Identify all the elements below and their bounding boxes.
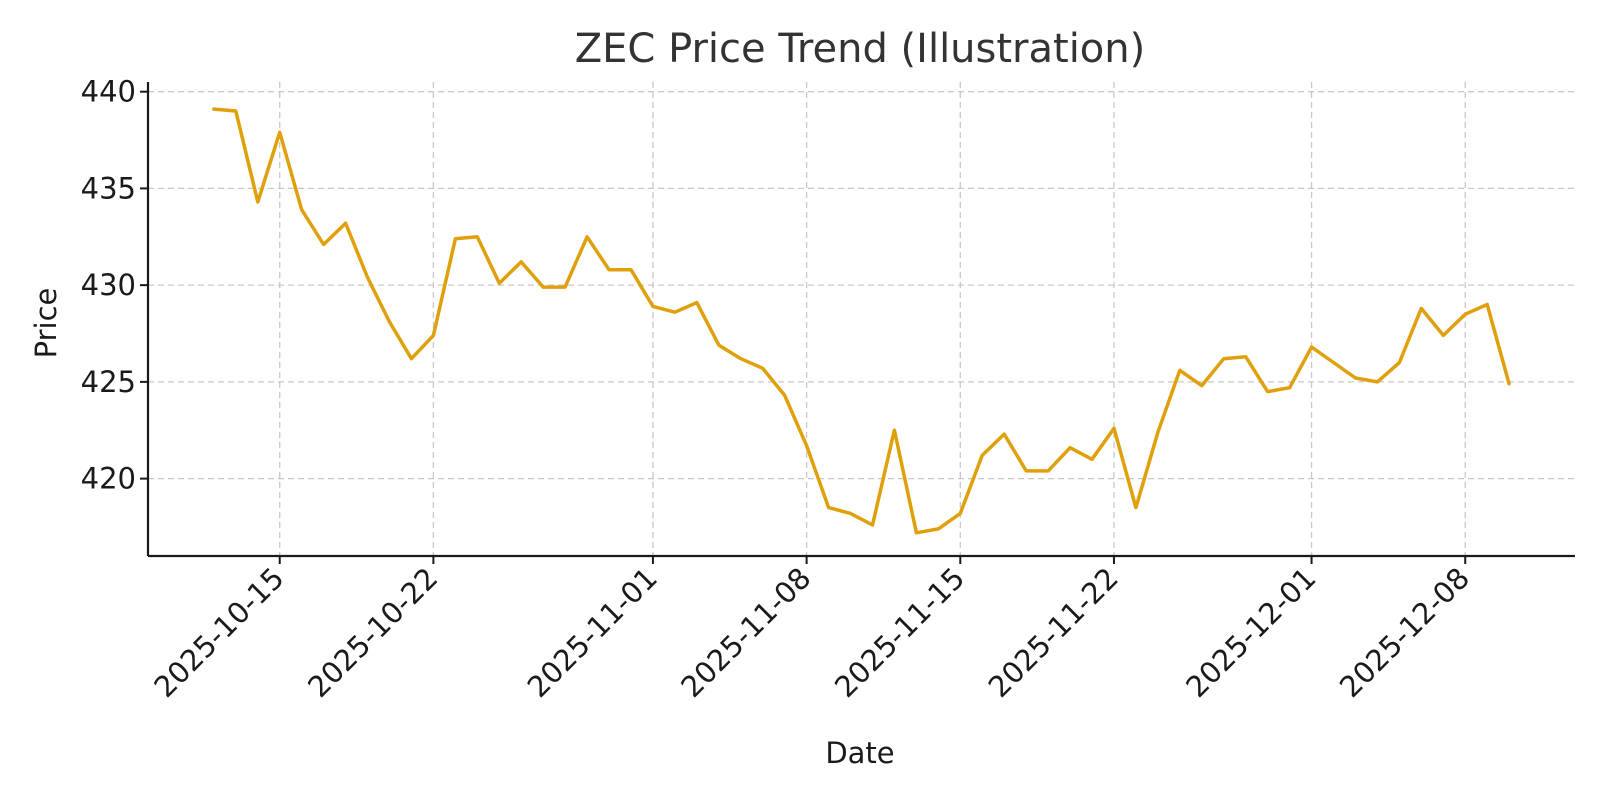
y-ticks: 420 425 430 435 440 xyxy=(81,75,148,496)
x-axis-label: Date xyxy=(825,736,894,770)
x-tick-label: 2025-11-01 xyxy=(521,561,664,704)
chart-title: ZEC Price Trend (Illustration) xyxy=(575,26,1146,72)
x-tick-label: 2025-11-08 xyxy=(674,561,817,704)
y-tick-label: 435 xyxy=(81,171,136,205)
series-group xyxy=(212,107,1511,535)
x-tick-label: 2025-11-15 xyxy=(828,561,971,704)
axes xyxy=(146,82,1575,558)
grid xyxy=(148,82,1575,556)
x-ticks: 2025-10-15 2025-10-22 2025-11-01 2025-11-08… xyxy=(147,556,1476,704)
y-tick-label: 430 xyxy=(81,268,136,302)
y-tick-label: 420 xyxy=(81,462,136,496)
x-tick-label: 2025-10-22 xyxy=(301,561,444,704)
x-tick-label: 2025-10-15 xyxy=(147,561,290,704)
y-tick-label: 440 xyxy=(81,75,136,109)
x-tick-label: 2025-12-01 xyxy=(1179,561,1322,704)
y-tick-label: 425 xyxy=(81,365,136,399)
x-tick-label: 2025-12-08 xyxy=(1333,561,1476,704)
price-series-line xyxy=(212,107,1511,535)
x-tick-label: 2025-11-22 xyxy=(982,561,1125,704)
y-axis-label: Price xyxy=(29,288,63,359)
